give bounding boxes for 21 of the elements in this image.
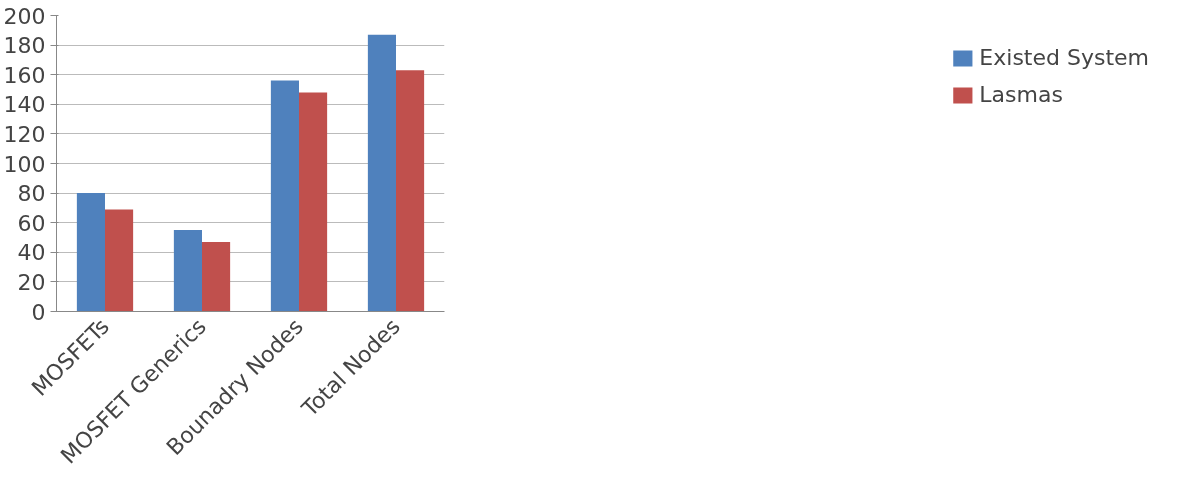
bar	[270, 80, 299, 312]
y-tick-label: 60	[17, 210, 46, 236]
y-tick-label: 160	[3, 62, 46, 88]
y-tick-label: 180	[3, 33, 46, 59]
y-tick-label: 80	[17, 181, 46, 207]
bar	[76, 193, 105, 312]
y-tick-label: 100	[3, 151, 46, 177]
bar	[202, 241, 231, 312]
bar	[299, 92, 328, 312]
y-tick-label: 20	[17, 269, 46, 295]
bar	[396, 70, 425, 312]
y-tick-label: 200	[3, 3, 46, 29]
legend-label: Existed System	[979, 45, 1149, 70]
y-tick-label: 40	[17, 240, 46, 266]
y-tick-label: 120	[3, 121, 46, 147]
bar	[105, 209, 134, 312]
legend-label: Lasmas	[979, 82, 1063, 107]
y-tick-label: 0	[31, 299, 46, 325]
bar	[173, 230, 202, 312]
y-tick-label: 140	[3, 92, 46, 118]
bar	[367, 34, 396, 312]
